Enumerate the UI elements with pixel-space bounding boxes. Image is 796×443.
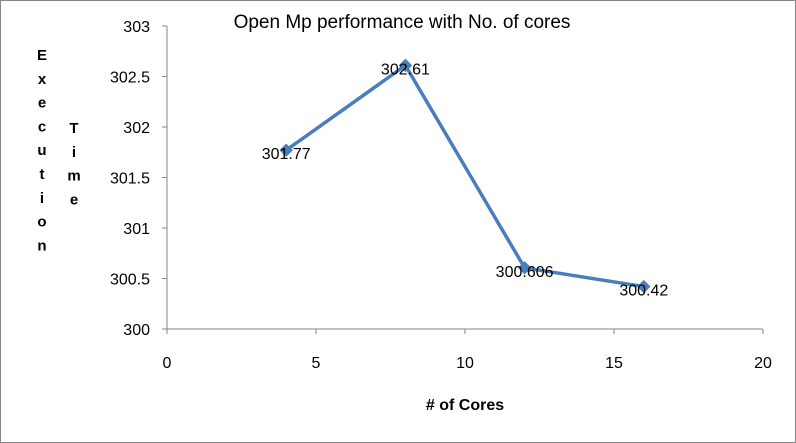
y-tick-label: 302.5 — [110, 70, 150, 87]
data-label: 300.606 — [496, 264, 554, 281]
series-line — [279, 58, 651, 294]
data-label: 300.42 — [619, 283, 668, 300]
data-point-marker — [517, 261, 532, 275]
y-tick-label: 301.5 — [110, 171, 150, 188]
y-tick-label: 300.5 — [110, 272, 150, 289]
axes: 300 300.5 301 301.5 302 302.5 303 0 5 10 15 20 — [110, 19, 772, 372]
x-tick-label: 0 — [163, 355, 172, 372]
x-tick-label: 10 — [456, 355, 474, 372]
data-point-marker — [637, 279, 651, 294]
x-tick-label: 15 — [605, 355, 623, 372]
data-point-marker — [279, 143, 293, 157]
y-tick-label: 301 — [123, 221, 150, 238]
x-tick-label: 20 — [754, 355, 772, 372]
data-label: 301.77 — [262, 146, 311, 163]
data-label: 302.61 — [381, 61, 430, 78]
x-tick-label: 5 — [312, 355, 321, 372]
data-point-marker — [398, 58, 413, 73]
x-axis-label: # of Cores — [426, 397, 504, 414]
series-line-path — [285, 63, 645, 289]
y-tick-label: 302 — [123, 120, 150, 137]
chart-title: Open Mp performance with No. of cores — [234, 12, 571, 33]
y-tick-label: 303 — [123, 19, 150, 36]
y-tick-label: 300 — [123, 322, 150, 339]
data-labels: 301.77 302.61 300.606 300.42 — [262, 61, 669, 299]
